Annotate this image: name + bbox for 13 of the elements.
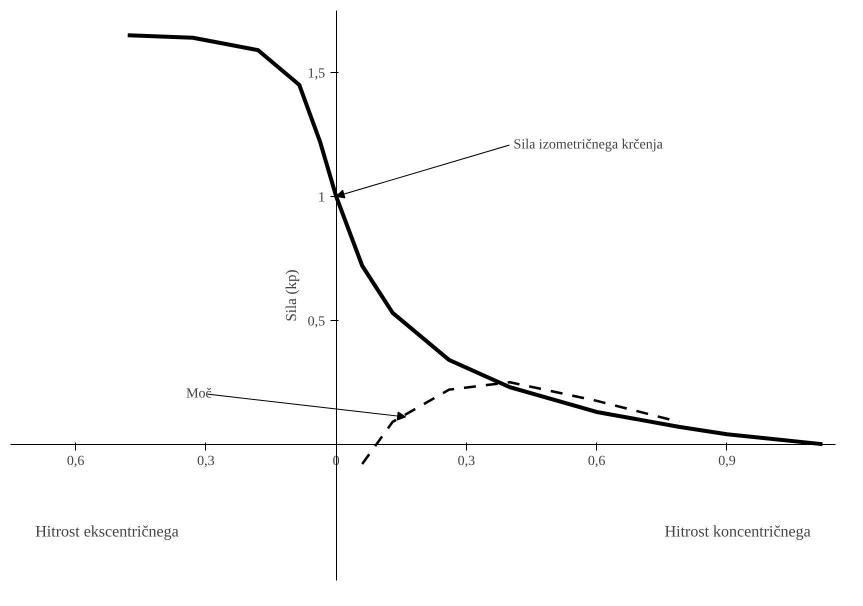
annotation: Sila izometričnega krčenja — [514, 138, 664, 153]
y-tick-label: 0,5 — [308, 314, 326, 330]
annotation: Hitrost koncentričnega — [664, 524, 811, 541]
annotation: Hitrost ekscentričnega — [35, 524, 179, 541]
y-tick-label: 1 — [318, 190, 326, 206]
annotation: Moč — [186, 386, 212, 402]
y-axis-title: Sila (kp) — [284, 269, 300, 322]
x-tick-label: 0,3 — [197, 454, 215, 470]
y-tick-label: 1,5 — [308, 66, 326, 82]
x-tick-label: 0,6 — [588, 454, 606, 470]
x-tick-label: 0,6 — [66, 454, 84, 470]
x-tick-label: 0,9 — [718, 454, 736, 470]
x-tick-label: 0,3 — [458, 454, 476, 470]
